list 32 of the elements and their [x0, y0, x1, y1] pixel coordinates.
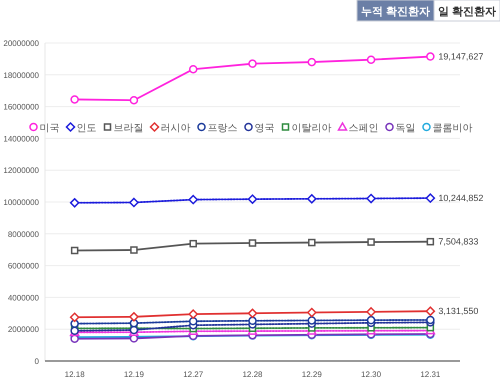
legend-label: 프랑스: [208, 123, 238, 134]
x-tick-label: 12.30: [361, 370, 382, 379]
y-tick-label: 10000000: [3, 198, 40, 207]
x-tick-label: 12.28: [242, 370, 264, 379]
legend-label: 콜롬비아: [432, 123, 472, 134]
data-label: 10,244,852: [438, 193, 484, 204]
y-tick-label: 12000000: [3, 166, 40, 176]
legend-label: 인도: [76, 123, 96, 134]
data-label: 19,147,627: [438, 52, 484, 62]
legend-label: 영국: [254, 123, 274, 134]
legend-label: 스페인: [348, 123, 378, 134]
x-tick-label: 12.31: [420, 370, 441, 379]
y-tick-label: 4000000: [8, 293, 40, 302]
y-tick-label: 20000000: [3, 39, 40, 48]
x-tick-label: 12.27: [183, 370, 204, 379]
legend-label: 러시아: [160, 123, 190, 134]
y-tick-label: 18000000: [3, 70, 40, 80]
y-tick-label: 14000000: [3, 134, 40, 144]
y-tick-label: 0: [34, 357, 40, 366]
legend-label: 독일: [396, 123, 416, 134]
y-tick-label: 6000000: [8, 262, 40, 271]
legend-label: 브라질: [114, 123, 144, 134]
y-tick-label: 8000000: [8, 230, 40, 239]
x-tick-label: 12.18: [64, 370, 86, 379]
y-tick-label: 2000000: [8, 325, 40, 334]
x-tick-label: 12.29: [302, 370, 322, 379]
legend-label: 이탈리아: [292, 123, 332, 134]
y-tick-label: 16000000: [3, 102, 40, 112]
data-label: 3,131,550: [438, 306, 478, 316]
x-tick-label: 12.19: [124, 370, 144, 379]
legend-label: 미국: [40, 123, 60, 134]
data-label: 7,504,833: [438, 236, 478, 247]
